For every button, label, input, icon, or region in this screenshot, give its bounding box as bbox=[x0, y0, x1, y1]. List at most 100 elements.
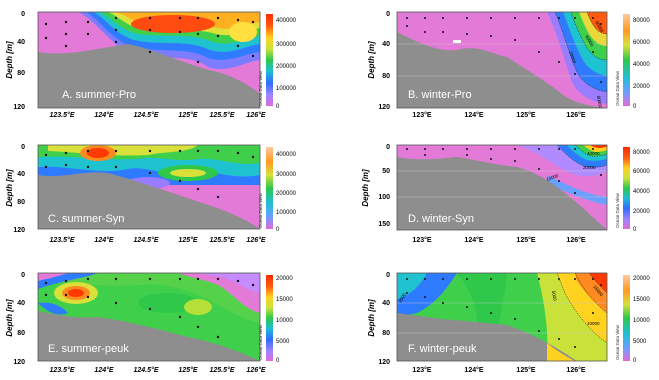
contour-label: 10000 bbox=[546, 173, 560, 182]
panel-label: C. summer-Syn bbox=[48, 213, 124, 225]
colorbar bbox=[266, 147, 273, 229]
colorbar-tick: 60000 bbox=[633, 40, 650, 46]
ytick: 0 bbox=[21, 11, 25, 18]
ytick: 0 bbox=[386, 11, 390, 18]
colorbar-tick: 100000 bbox=[276, 86, 297, 92]
colorbar bbox=[266, 14, 273, 106]
panel-label: D. winter-Syn bbox=[408, 213, 474, 225]
colorbar-tick: 0 bbox=[633, 358, 637, 364]
contour-label: 20000 bbox=[568, 51, 577, 65]
ytick: 40 bbox=[382, 41, 390, 48]
xtick: 124°E bbox=[94, 366, 113, 374]
ytick: 80 bbox=[17, 199, 25, 206]
ytick: 80 bbox=[382, 330, 390, 337]
panel-a: 0 40 80 120 Depth [m] 123.5°E 124°E 124.… bbox=[5, 11, 297, 119]
xtick: 125°E bbox=[516, 366, 535, 374]
panel-b: 20000 40000 60000 80000 0 40 80 120 Dept… bbox=[367, 11, 650, 119]
xtick: 123.5°E bbox=[50, 111, 75, 119]
y-axis-label: Depth [m] bbox=[361, 169, 370, 207]
xtick: 126°E bbox=[566, 111, 585, 119]
colorbar-tick: 0 bbox=[633, 227, 637, 233]
xtick: 125.5°E bbox=[210, 366, 235, 374]
xtick: 125.5°E bbox=[210, 236, 235, 244]
contour-label: 10000 bbox=[587, 321, 600, 326]
xtick: 123°E bbox=[412, 366, 431, 374]
ytick: 80 bbox=[17, 330, 25, 337]
colorbar-tick: 80000 bbox=[633, 18, 650, 24]
ytick: 0 bbox=[21, 144, 25, 151]
xtick: 123°E bbox=[412, 111, 431, 119]
colorbar-tick: 100000 bbox=[276, 210, 297, 216]
odv-watermark: Ocean Data View bbox=[258, 70, 263, 106]
ytick: 120 bbox=[378, 104, 390, 111]
colorbar-tick: 200000 bbox=[276, 191, 297, 197]
odv-watermark: Ocean Data View bbox=[615, 70, 620, 106]
ytick: 120 bbox=[378, 359, 390, 366]
xtick: 124°E bbox=[464, 111, 483, 119]
xtick: 126°E bbox=[566, 366, 585, 374]
ytick: 40 bbox=[17, 300, 25, 307]
colorbar-tick: 300000 bbox=[276, 172, 297, 178]
colorbar-tick: 200000 bbox=[276, 64, 297, 70]
odv-watermark: Ocean Data View bbox=[615, 192, 620, 228]
panel-d: 20000 10000 40000 0 50 100 150 Depth [m]… bbox=[361, 144, 650, 244]
xtick: 124°E bbox=[464, 236, 483, 244]
colorbar-tick: 0 bbox=[276, 358, 280, 364]
xtick: 125°E bbox=[516, 111, 535, 119]
colorbar bbox=[623, 14, 630, 106]
colorbar-tick: 5000 bbox=[633, 339, 647, 345]
colorbar-tick: 5000 bbox=[276, 339, 290, 345]
contour-label: 40000 bbox=[584, 34, 595, 48]
contour-label: 80000 bbox=[596, 95, 603, 109]
xtick: 123.5°E bbox=[50, 236, 75, 244]
y-axis-label: Depth [m] bbox=[5, 299, 14, 337]
colorbar-tick: 20000 bbox=[633, 209, 650, 215]
odv-watermark: Ocean Data View bbox=[615, 324, 620, 360]
panel-label: E. summer-peuk bbox=[48, 343, 129, 355]
ytick: 80 bbox=[17, 70, 25, 77]
ytick: 0 bbox=[386, 272, 390, 279]
xtick: 124.5°E bbox=[134, 236, 159, 244]
colorbar-tick: 80000 bbox=[633, 150, 650, 156]
colorbar-tick: 40000 bbox=[633, 62, 650, 68]
y-axis-label: Depth [m] bbox=[367, 41, 376, 79]
panel-label: B. winter-Pro bbox=[408, 89, 472, 101]
y-axis-label: Depth [m] bbox=[5, 169, 14, 207]
xtick: 125.5°E bbox=[210, 111, 235, 119]
colorbar bbox=[623, 275, 630, 361]
ytick: 120 bbox=[13, 104, 25, 111]
ytick: 150 bbox=[378, 221, 390, 228]
colorbar-tick: 20000 bbox=[633, 84, 650, 90]
contour-label: 2500 bbox=[398, 292, 408, 304]
ytick: 50 bbox=[382, 168, 390, 175]
panel-e: 0 40 80 120 Depth [m] 123.5°E 124°E 124.… bbox=[5, 272, 293, 374]
colorbar-tick: 400000 bbox=[276, 18, 297, 24]
xtick: 123°E bbox=[412, 236, 431, 244]
ytick: 40 bbox=[382, 300, 390, 307]
colorbar bbox=[623, 147, 630, 229]
colorbar-tick: 400000 bbox=[276, 152, 297, 158]
xtick: 125°E bbox=[178, 236, 197, 244]
ytick: 40 bbox=[17, 39, 25, 46]
xtick: 123.5°E bbox=[50, 366, 75, 374]
contour-label: 5000 bbox=[551, 290, 558, 301]
xtick: 124.5°E bbox=[134, 366, 159, 374]
odv-watermark: Ocean Data View bbox=[258, 324, 263, 360]
colorbar bbox=[266, 275, 273, 361]
contour-label: 40000 bbox=[587, 151, 600, 156]
colorbar-tick: 10000 bbox=[633, 318, 650, 324]
panel-label: A. summer-Pro bbox=[62, 89, 136, 101]
xtick: 124°E bbox=[94, 236, 113, 244]
odv-watermark: Ocean Data View bbox=[258, 192, 263, 228]
colorbar-tick: 300000 bbox=[276, 42, 297, 48]
xtick: 126°E bbox=[246, 111, 265, 119]
ytick: 80 bbox=[382, 73, 390, 80]
contour-label: 20000 bbox=[583, 165, 596, 170]
contour-label: 60000 bbox=[594, 20, 605, 34]
colorbar-tick: 0 bbox=[276, 227, 280, 233]
panel-label: F. winter-peuk bbox=[408, 343, 477, 355]
colorbar-tick: 0 bbox=[633, 104, 637, 110]
colorbar-tick: 10000 bbox=[276, 318, 293, 324]
xtick: 124°E bbox=[94, 111, 113, 119]
